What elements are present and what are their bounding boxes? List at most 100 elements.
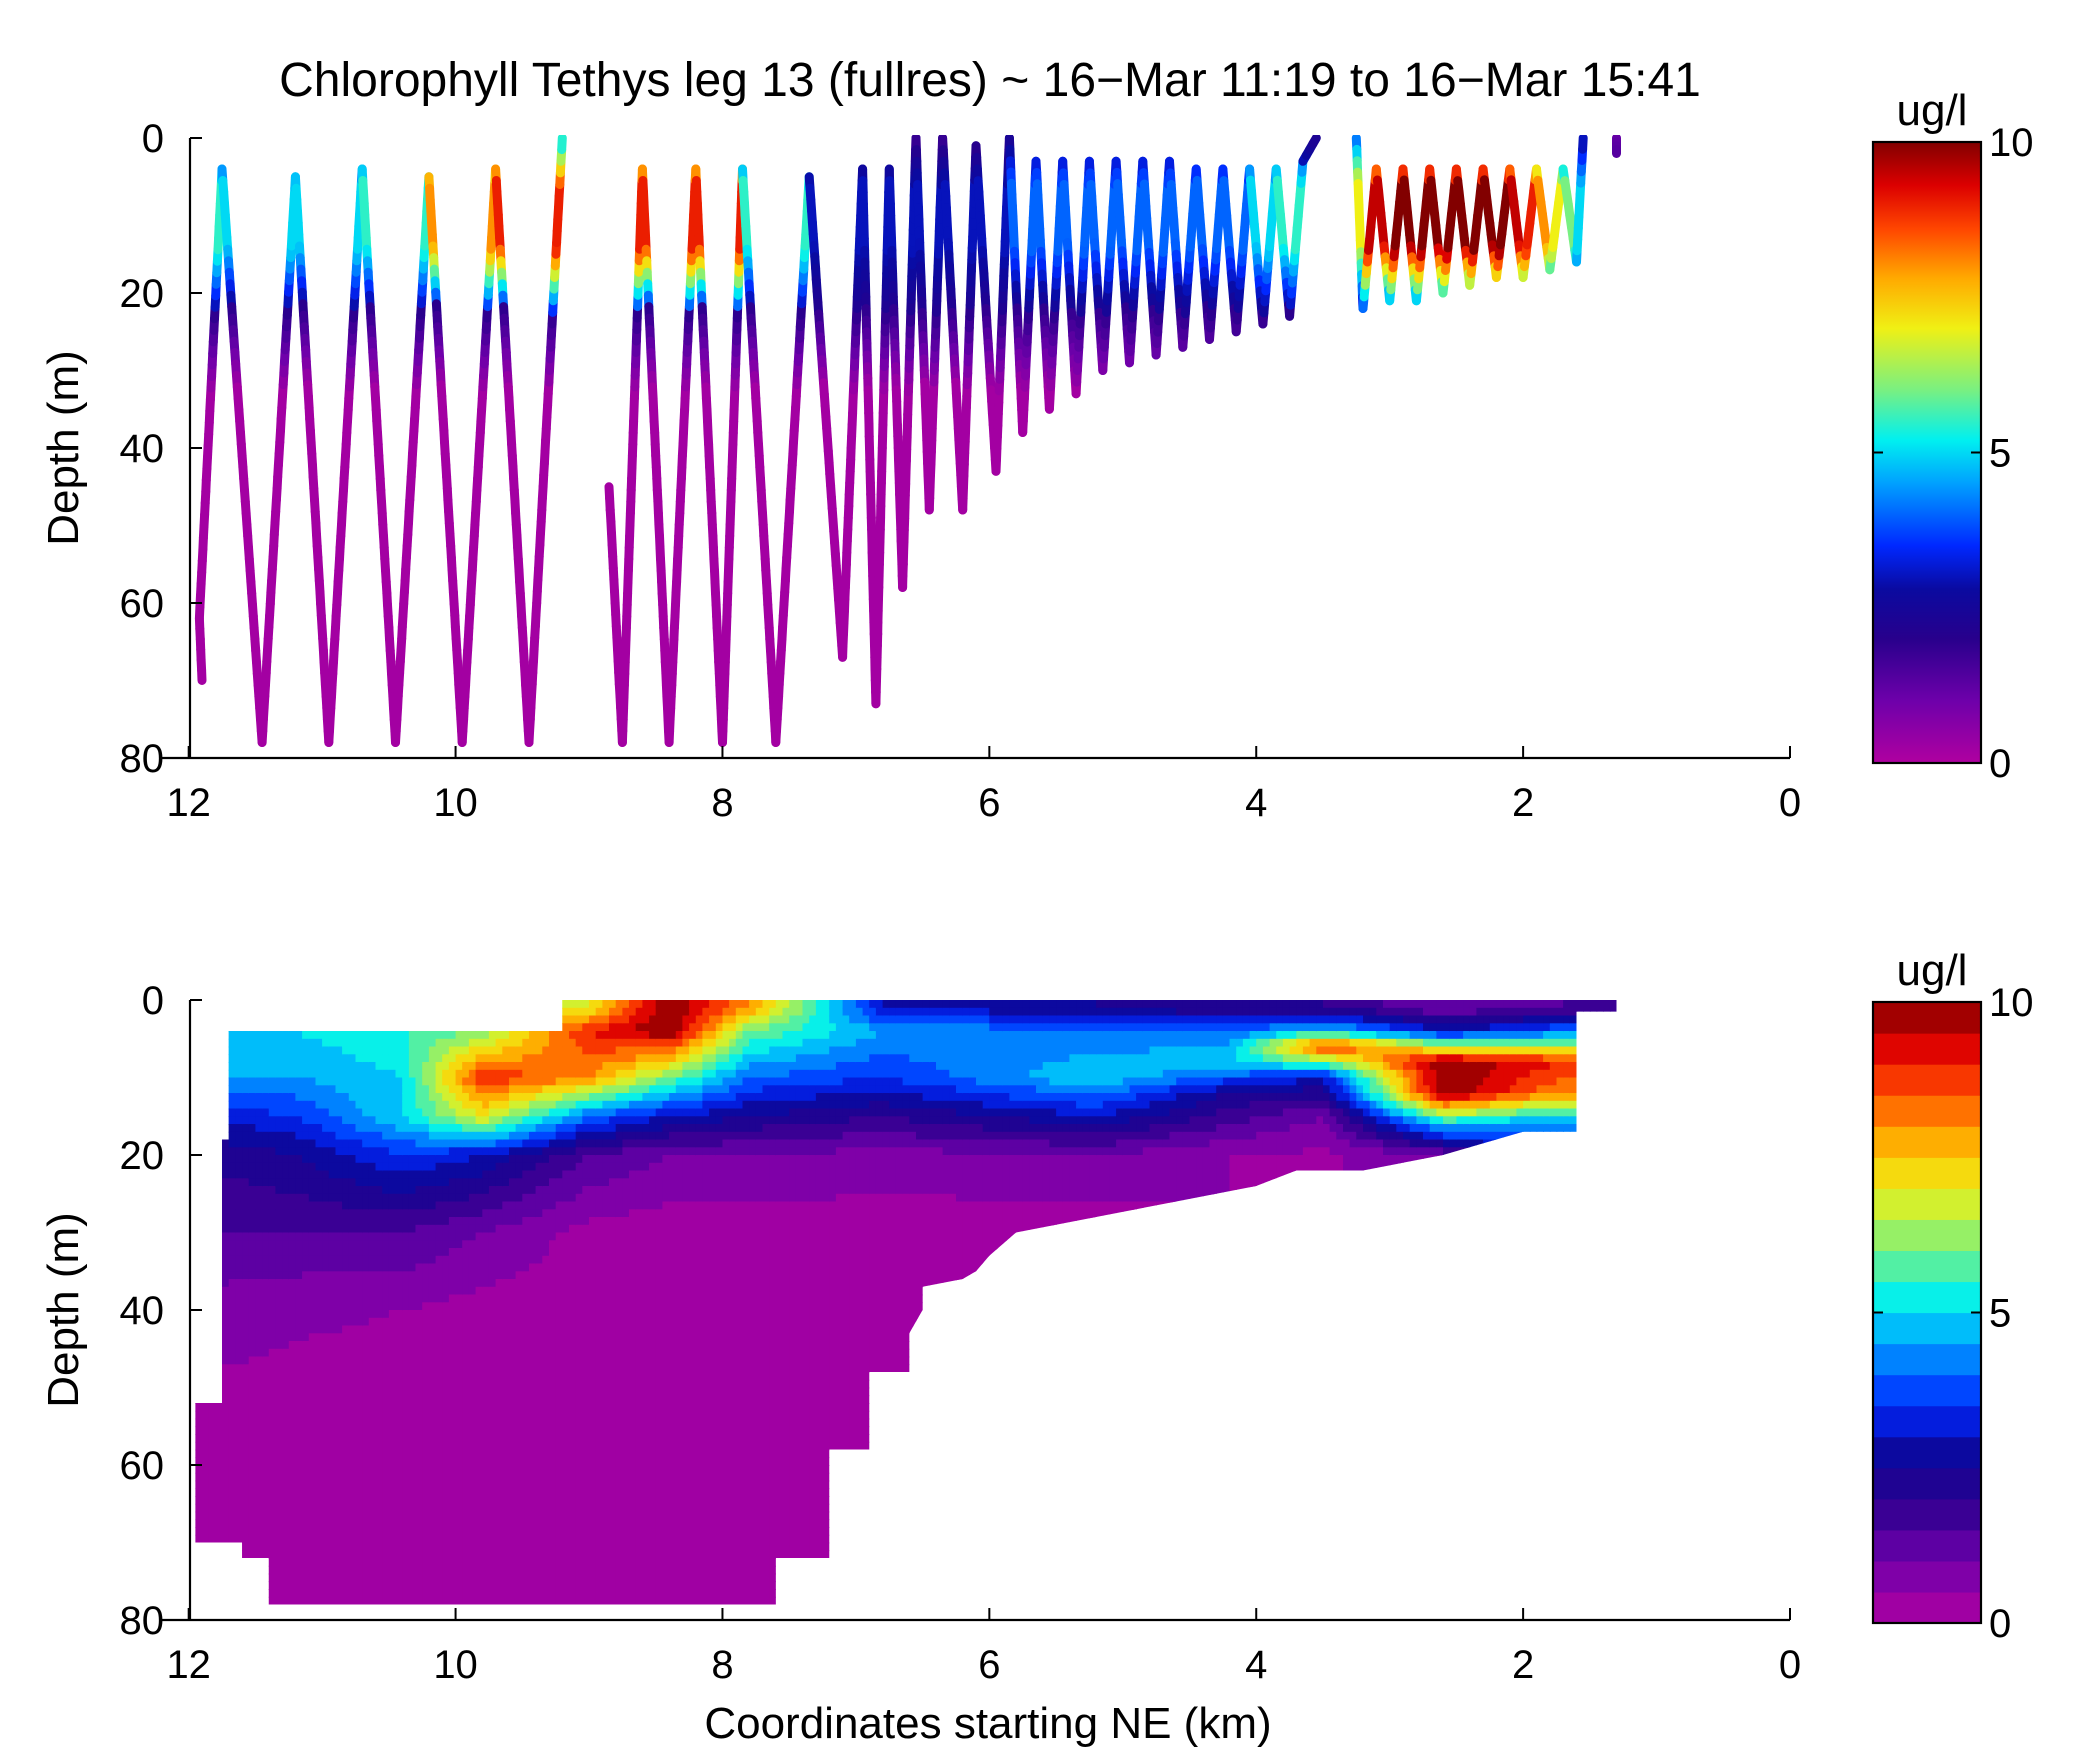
contour-cell (368, 1379, 377, 1389)
contour-cell (268, 1139, 277, 1149)
contour-cell (335, 1573, 343, 1583)
contour-cell (215, 1062, 223, 1071)
contour-cell (428, 1240, 437, 1249)
contour-cell (228, 1581, 237, 1590)
contour-cell (262, 1449, 270, 1459)
contour-cell (255, 1023, 263, 1032)
contour-cell (295, 1162, 303, 1172)
contour-cell (202, 1240, 210, 1249)
contour-cell (422, 1550, 430, 1559)
contour-cell (288, 1286, 297, 1296)
contour-cell (355, 1271, 363, 1280)
contour-cell (315, 1573, 323, 1583)
contour-cell (288, 1472, 297, 1482)
contour-cell (248, 1356, 257, 1366)
contour-cell (315, 1449, 323, 1459)
contour-cell (342, 1085, 350, 1094)
contour-cell (268, 1131, 277, 1141)
contour-cell (308, 1496, 317, 1505)
contour-cell (255, 1534, 263, 1544)
contour-cell (275, 1379, 283, 1389)
contour-cell (388, 1279, 397, 1288)
contour-cell (375, 1232, 383, 1242)
contour-cell (242, 1023, 250, 1032)
contour-cell (315, 1565, 323, 1575)
contour-cell (308, 1139, 317, 1149)
contour-cell (255, 1271, 263, 1280)
contour-cell (395, 1263, 403, 1273)
contour-cell (368, 1263, 377, 1273)
contour-cell (242, 1162, 250, 1172)
contour-cell (195, 1232, 203, 1242)
contour-cell (295, 1581, 303, 1590)
contour-cell (255, 1364, 263, 1373)
contour-cell (282, 1534, 290, 1544)
contour-cell (195, 1558, 203, 1567)
contour-cell (368, 1596, 377, 1605)
contour-cell (328, 1139, 337, 1149)
contour-cell (342, 1341, 350, 1350)
contour-cell (415, 1558, 423, 1567)
contour-cell (322, 1054, 330, 1063)
contour-cell (248, 1015, 257, 1025)
contour-cell (262, 1503, 270, 1513)
contour-cell (235, 1387, 243, 1397)
contour-cell (262, 1364, 270, 1373)
contour-cell (275, 1302, 283, 1311)
contour-cell (402, 1472, 410, 1482)
contour-cell (368, 1248, 377, 1257)
contour-cell (235, 1519, 243, 1528)
contour-cell (415, 1317, 423, 1327)
contour-cell (415, 1565, 423, 1575)
contour-cell (195, 1605, 203, 1614)
contour-cell (288, 1209, 297, 1218)
contour-cell (275, 1333, 283, 1342)
contour-cell (382, 1139, 390, 1149)
contour-cell (342, 1077, 350, 1087)
contour-cell (275, 1224, 283, 1234)
contour-cell (342, 1472, 350, 1482)
contour-cell (375, 1186, 383, 1195)
contour-cell (368, 1100, 377, 1110)
contour-cell (395, 1550, 403, 1559)
contour-cell (422, 1325, 430, 1335)
contour-cell (375, 1000, 383, 1009)
contour-cell (382, 1286, 390, 1296)
contour-cell (288, 1589, 297, 1598)
contour-cell (195, 1155, 203, 1164)
contour-cell (302, 1193, 310, 1203)
contour-cell (388, 1062, 397, 1071)
contour-cell (242, 1465, 250, 1474)
contour-cell (255, 1116, 263, 1125)
contour-cell (402, 1077, 410, 1087)
contour-cell (228, 1488, 237, 1497)
contour-cell (208, 1418, 217, 1428)
contour-cell (275, 1356, 283, 1366)
contour-cell (415, 1077, 423, 1087)
contour-cell (375, 1503, 383, 1513)
contour-cell (302, 1046, 310, 1056)
contour-cell (195, 1170, 203, 1180)
contour-cell (415, 1341, 423, 1350)
contour-cell (315, 1116, 323, 1125)
contour-cell (222, 1387, 230, 1397)
contour-cell (362, 1550, 370, 1559)
contour-cell (302, 1503, 310, 1513)
contour-cell (268, 1069, 277, 1079)
contour-cell (322, 1333, 330, 1342)
contour-cell (222, 1069, 230, 1079)
contour-cell (435, 1193, 444, 1203)
contour-cell (362, 1186, 370, 1195)
contour-cell (242, 1294, 250, 1304)
contour-cell (382, 1488, 390, 1497)
contour-cell (262, 1441, 270, 1451)
contour-cell (215, 1558, 223, 1567)
contour-cell (282, 1434, 290, 1443)
contour-cell (388, 1232, 397, 1242)
contour-cell (315, 1348, 323, 1358)
contour-cell (228, 1348, 237, 1358)
contour-cell (302, 1170, 310, 1180)
contour-cell (382, 1031, 390, 1040)
contour-cell (202, 1263, 210, 1273)
contour-cell (428, 1139, 437, 1149)
